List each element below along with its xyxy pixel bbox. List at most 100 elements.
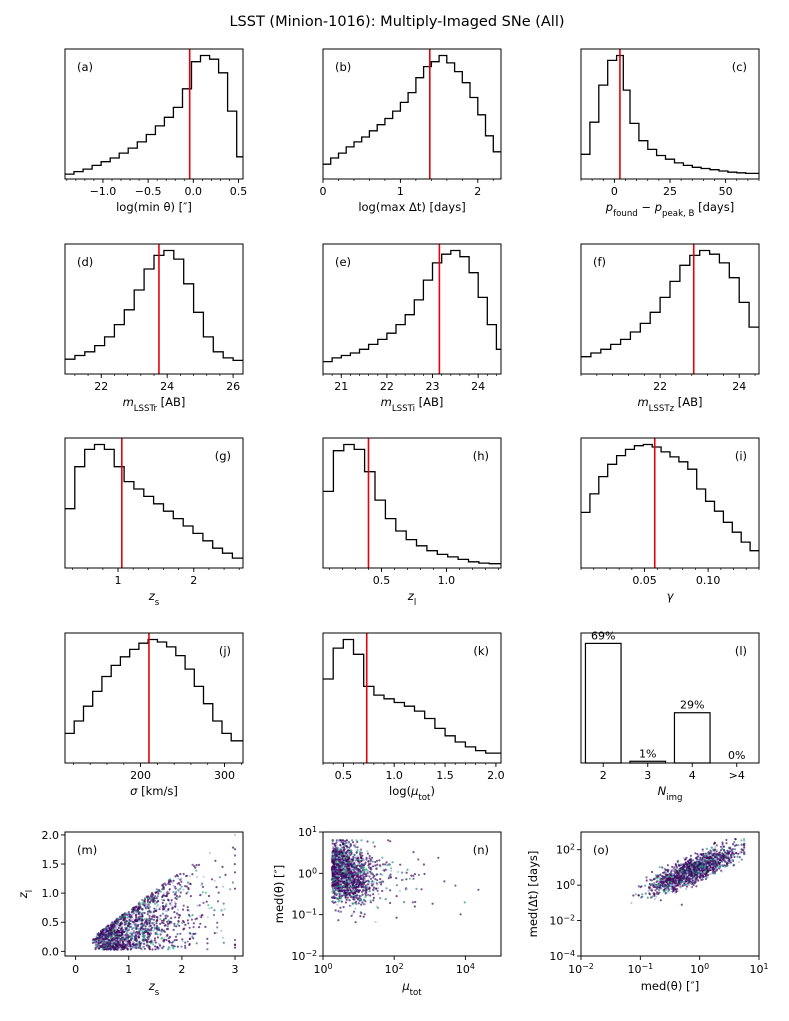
x-tick-label: 21	[334, 380, 348, 393]
scatter-point	[157, 942, 160, 945]
scatter-point	[165, 935, 168, 938]
x-tick-label: 2.0	[487, 769, 505, 782]
axes-frame-h	[322, 437, 502, 569]
scatter-point	[716, 860, 719, 864]
scatter-point	[185, 892, 188, 895]
scatter-point	[352, 855, 355, 859]
scatter-point	[377, 887, 380, 890]
scatter-point	[365, 873, 368, 876]
scatter-point	[163, 938, 166, 941]
scatter-point	[668, 890, 671, 893]
scatter-point	[347, 854, 351, 857]
scatter-point	[167, 946, 170, 949]
scatter-point	[105, 948, 108, 951]
scatter-point	[731, 851, 734, 854]
scatter-point	[159, 890, 163, 893]
scatter-point	[743, 852, 746, 855]
scatter-point	[198, 926, 201, 929]
scatter-point	[124, 940, 127, 943]
scatter-point	[167, 898, 170, 901]
scatter-point	[224, 873, 227, 877]
scatter-point	[331, 839, 334, 843]
scatter-point	[719, 845, 723, 848]
scatter-point	[345, 839, 349, 842]
scatter-point	[341, 863, 344, 866]
scatter-point	[97, 947, 101, 950]
scatter-point	[346, 896, 349, 899]
x-axis-label: med(θ) [″]	[641, 979, 700, 993]
scatter-point	[107, 935, 110, 939]
scatter-point	[195, 875, 198, 879]
scatter-point	[181, 908, 185, 911]
scatter-point	[353, 910, 356, 913]
scatter-point	[659, 877, 662, 880]
scatter-point	[369, 870, 372, 873]
bar-value-label: 29%	[680, 699, 704, 712]
scatter-point	[362, 915, 365, 918]
scatter-point	[107, 932, 111, 935]
scatter-point	[176, 923, 179, 926]
x-tick-label: 22	[94, 380, 108, 393]
scatter-point	[337, 839, 340, 842]
scatter-point	[694, 857, 698, 860]
scatter-point	[338, 910, 341, 913]
scatter-point	[363, 898, 366, 901]
scatter-point	[176, 945, 179, 948]
scatter-point	[443, 880, 446, 883]
scatter-point	[187, 886, 190, 890]
panel-label-b: (b)	[335, 60, 351, 74]
scatter-point	[697, 867, 700, 870]
scatter-point	[363, 877, 366, 880]
scatter-point	[674, 868, 677, 871]
scatter-point	[344, 878, 347, 881]
scatter-point	[699, 875, 703, 878]
scatter-point	[339, 869, 342, 872]
scatter-point	[163, 892, 166, 895]
scatter-point	[362, 868, 365, 871]
scatter-point	[376, 879, 379, 882]
scatter-point	[166, 915, 169, 918]
scatter-point	[341, 839, 344, 842]
scatter-point	[336, 897, 339, 900]
scatter-point	[373, 845, 376, 848]
scatter-point	[355, 885, 358, 889]
scatter-point	[702, 875, 705, 878]
scatter-point	[173, 924, 176, 928]
x-axis-label: log(min θ) [″]	[116, 200, 192, 214]
scatter-point	[191, 935, 194, 938]
panel-label-e: (e)	[335, 255, 351, 269]
scatter-points-m	[91, 833, 237, 951]
scatter-point	[664, 873, 667, 876]
scatter-point	[359, 870, 362, 873]
scatter-point	[156, 916, 159, 919]
scatter-point	[143, 937, 146, 941]
scatter-point	[380, 881, 383, 884]
scatter-point	[335, 841, 338, 844]
scatter-point	[216, 921, 219, 924]
scatter-point	[131, 943, 134, 946]
scatter-point	[174, 887, 177, 890]
scatter-point	[374, 878, 377, 881]
scatter-point	[359, 915, 362, 918]
scatter-point	[106, 932, 109, 935]
scatter-point	[336, 889, 339, 892]
scatter-point	[357, 872, 360, 875]
scatter-point	[675, 887, 679, 891]
scatter-point	[714, 858, 717, 861]
scatter-point	[174, 935, 178, 938]
scatter-point	[379, 873, 382, 876]
scatter-point	[172, 928, 175, 932]
scatter-point	[685, 863, 689, 866]
scatter-point	[135, 928, 138, 931]
scatter-point	[352, 902, 355, 905]
scatter-point	[363, 903, 367, 906]
scatter-point	[333, 842, 336, 846]
scatter-point	[364, 875, 367, 878]
scatter-point	[148, 917, 151, 920]
scatter-point	[125, 920, 128, 923]
scatter-point	[381, 863, 385, 866]
scatter-point	[356, 874, 359, 878]
scatter-point	[714, 870, 717, 873]
scatter-point	[356, 846, 359, 849]
